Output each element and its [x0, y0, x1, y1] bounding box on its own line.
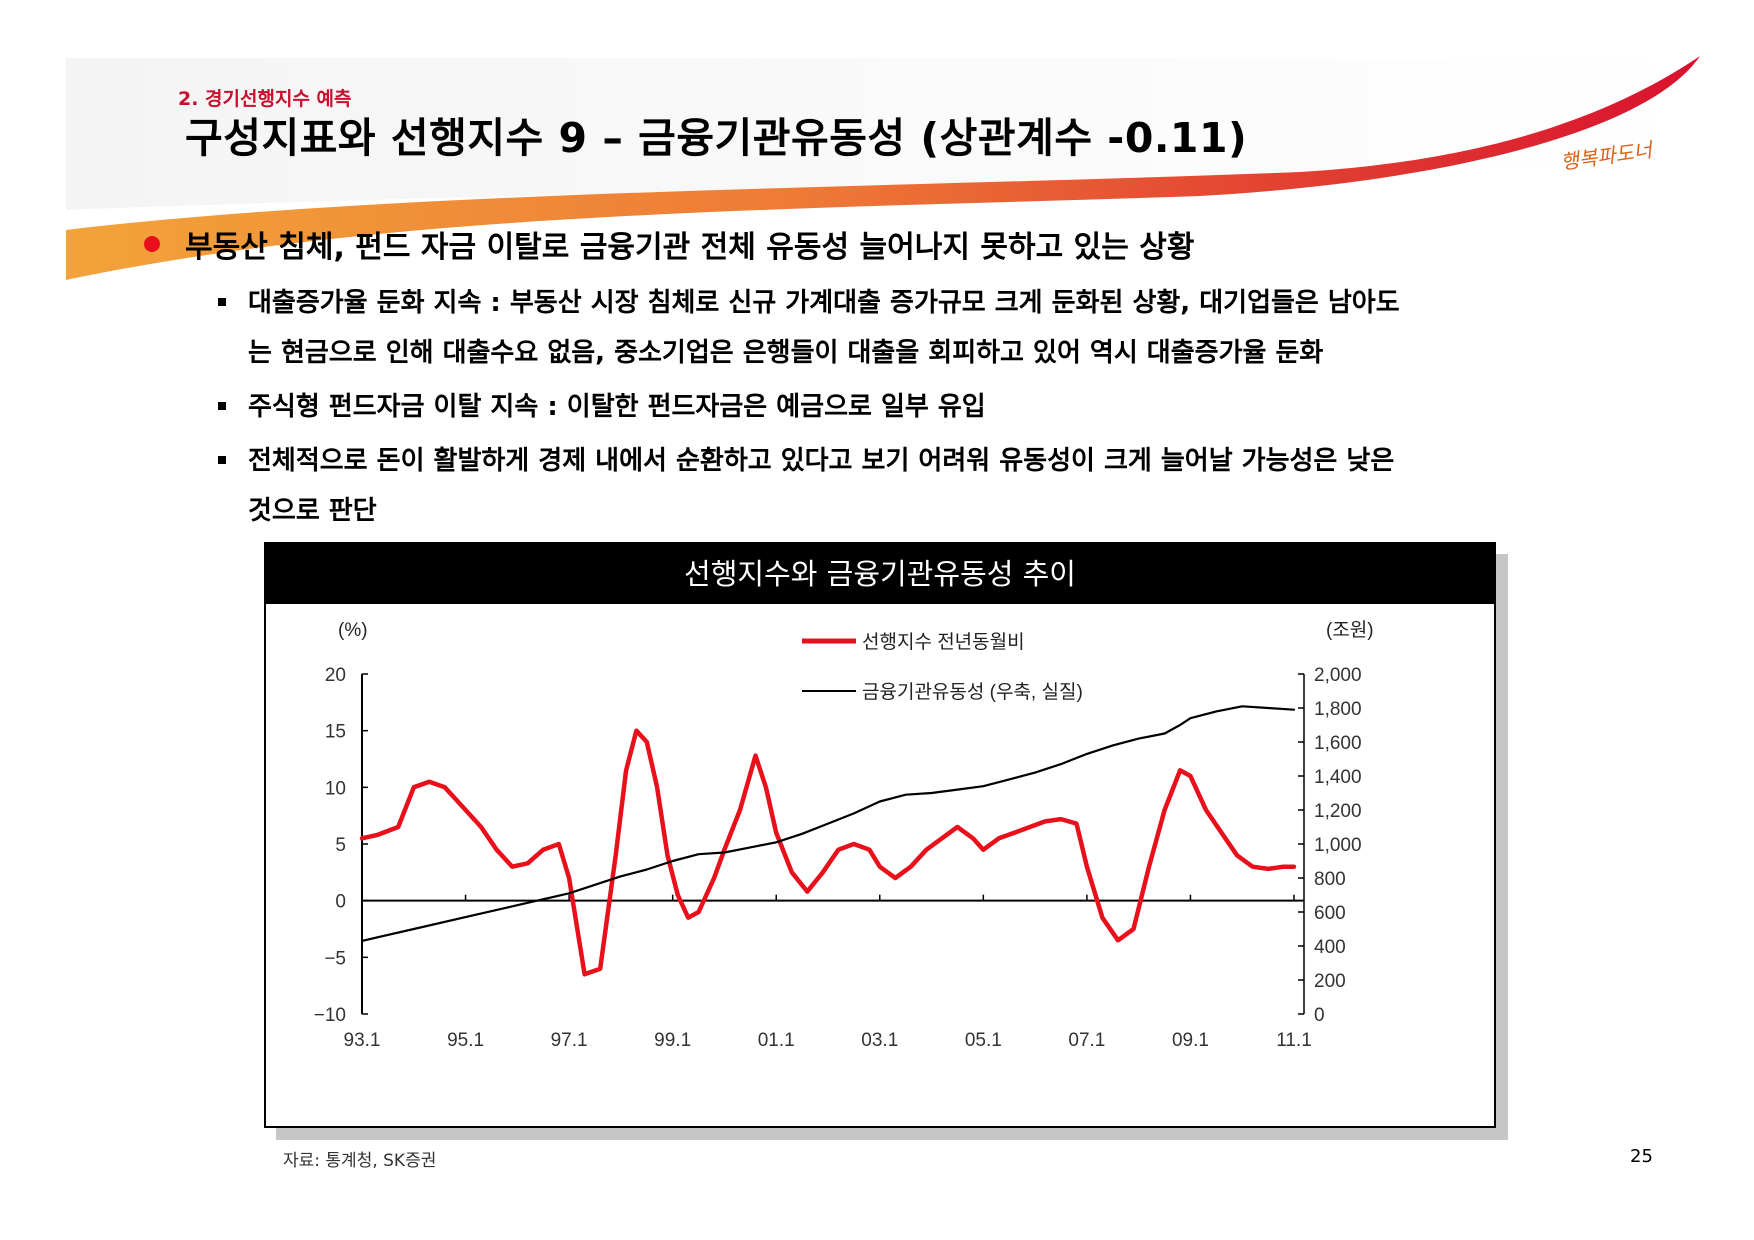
x-tick-label: 97.1	[551, 1030, 588, 1051]
y-right-tick-label: 1,200	[1314, 801, 1362, 822]
y-right-tick-label: 0	[1314, 1005, 1325, 1026]
sub-point-3-line2: 것으로 판단	[248, 496, 377, 526]
y-right-tick-label: 1,000	[1314, 835, 1362, 856]
header-banner	[66, 56, 1700, 280]
source-note: 자료: 통계청, SK증권	[283, 1151, 437, 1171]
sub-bullet-icon	[218, 402, 226, 410]
y-right-tick-label: 2,000	[1314, 665, 1362, 686]
y-left-tick-label: −5	[324, 948, 346, 969]
sub-point-1-line2: 는 현금으로 인해 대출수요 없음, 중소기업은 은행들이 대출을 회피하고 있…	[248, 338, 1324, 368]
y-right-tick-label: 1,800	[1314, 699, 1362, 720]
sub-point-2-line1: 주식형 펀드자금 이탈 지속 : 이탈한 펀드자금은 예금으로 일부 유입	[248, 392, 986, 422]
legend-label-series-1: 선행지수 전년동월비	[862, 631, 1025, 653]
chart-title: 선행지수와 금융기관유동성 추이	[266, 544, 1494, 604]
y-right-tick-label: 800	[1314, 869, 1346, 890]
y-right-tick-label: 200	[1314, 971, 1346, 992]
y-left-tick-label: 15	[325, 722, 346, 743]
series-line-1	[359, 728, 1297, 977]
y-right-tick-label: 1,600	[1314, 733, 1362, 754]
series-line-2	[360, 705, 1296, 942]
page-number: 25	[1630, 1146, 1653, 1167]
main-bullet-icon	[144, 236, 160, 252]
y-left-tick-label: 5	[335, 835, 346, 856]
x-tick-label: 09.1	[1172, 1030, 1209, 1051]
x-tick-label: 07.1	[1068, 1030, 1105, 1051]
y-right-axis-label: (조원)	[1326, 619, 1374, 641]
x-tick-label: 01.1	[758, 1030, 795, 1051]
page-title: 구성지표와 선행지수 9 – 금융기관유동성 (상관계수 -0.11)	[185, 114, 1248, 162]
x-tick-label: 99.1	[654, 1030, 691, 1051]
y-left-axis-label: (%)	[338, 620, 368, 641]
y-left-tick-label: 0	[335, 892, 346, 913]
legend-label-series-2: 금융기관유동성 (우축, 실질)	[862, 681, 1083, 703]
y-right-tick-label: 1,400	[1314, 767, 1362, 788]
main-point: 부동산 침체, 펀드 자금 이탈로 금융기관 전체 유동성 늘어나지 못하고 있…	[185, 230, 1195, 265]
y-left-tick-label: −10	[314, 1005, 346, 1026]
chart-plot: (%) (조원) 선행지수 전년동월비 금융기관유동성 (우축, 실질) 20 1…	[314, 619, 1374, 1051]
y-right-tick-label: 600	[1314, 903, 1346, 924]
y-left-tick-label: 20	[325, 665, 346, 686]
sub-point-2: 주식형 펀드자금 이탈 지속 : 이탈한 펀드자금은 예금으로 일부 유입	[248, 382, 1638, 432]
x-tick-label: 95.1	[447, 1030, 484, 1051]
sub-point-1: 대출증가율 둔화 지속 : 부동산 시장 침체로 신규 가계대출 증가규모 크게…	[248, 278, 1638, 378]
y-right-tick-label: 400	[1314, 937, 1346, 958]
x-tick-label: 05.1	[965, 1030, 1002, 1051]
sub-bullet-icon	[218, 298, 226, 306]
sub-point-1-line1: 대출증가율 둔화 지속 : 부동산 시장 침체로 신규 가계대출 증가규모 크게…	[248, 288, 1400, 318]
sub-bullet-icon	[218, 456, 226, 464]
x-tick-label: 11.1	[1276, 1030, 1312, 1051]
x-tick-label: 03.1	[861, 1030, 898, 1051]
y-left-tick-label: 10	[325, 778, 346, 799]
sub-point-3-line1: 전체적으로 돈이 활발하게 경제 내에서 순환하고 있다고 보기 어려워 유동성…	[248, 446, 1395, 476]
chart-frame: 선행지수와 금융기관유동성 추이 (%) (조원) 선행지수 전년동월비 금융기…	[264, 542, 1496, 1128]
x-tick-label: 93.1	[344, 1030, 381, 1051]
section-label: 2. 경기선행지수 예측	[178, 88, 352, 110]
sub-point-3: 전체적으로 돈이 활발하게 경제 내에서 순환하고 있다고 보기 어려워 유동성…	[248, 436, 1638, 536]
